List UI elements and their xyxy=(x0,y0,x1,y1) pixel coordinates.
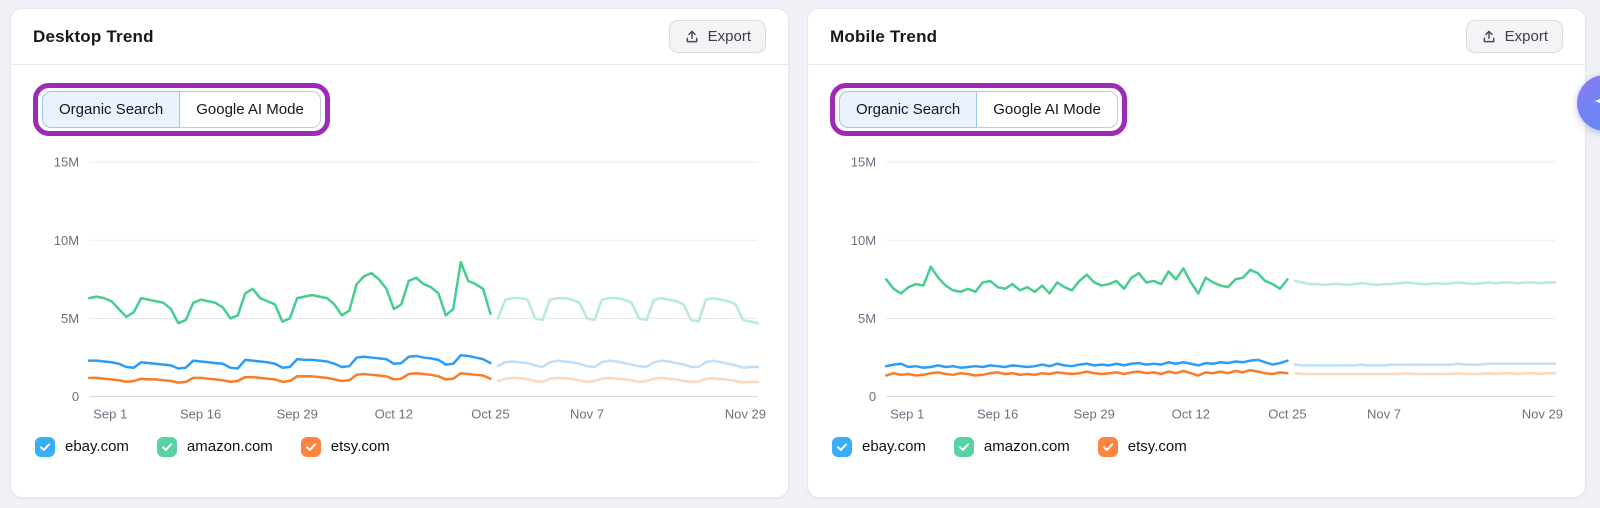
legend-item-etsy.com[interactable]: etsy.com xyxy=(1097,436,1187,457)
x-axis-tick-label: Oct 12 xyxy=(1172,407,1210,422)
mobile-trend-chart: 15M 10M 5M 0 Sep 1 Sep 16 Sep 29 Oct 12 Oct 25 No… xyxy=(851,155,1563,422)
x-axis-tick-label: Sep 29 xyxy=(1074,407,1115,422)
forecast-line-amazon.com xyxy=(496,296,760,325)
export-button[interactable]: Export xyxy=(1465,20,1563,53)
legend-label: amazon.com xyxy=(186,438,273,456)
x-axis-tick-label: Sep 29 xyxy=(277,407,318,422)
y-axis-tick-label: 5M xyxy=(858,311,876,326)
panel-body: Organic Search Google AI Mode 15M 10M 5M 0 S… xyxy=(11,65,788,497)
sparkle-icon xyxy=(1592,88,1600,119)
x-axis-tick-label: Oct 25 xyxy=(471,407,509,422)
tab-google-ai-mode[interactable]: Google AI Mode xyxy=(977,91,1118,128)
trend-line-amazon.com xyxy=(87,260,492,325)
export-label: Export xyxy=(707,28,751,45)
tab-organic-search[interactable]: Organic Search xyxy=(839,91,978,128)
y-axis-tick-label: 15M xyxy=(851,155,876,170)
x-axis-tick-label: Nov 7 xyxy=(570,407,604,422)
desktop-trend-chart: 15M 10M 5M 0 Sep 1 Sep 16 Sep 29 Oct 12 Oct 25 No… xyxy=(54,155,766,422)
trend-line-etsy.com xyxy=(884,368,1289,377)
y-axis-tick-label: 15M xyxy=(54,155,79,170)
trend-source-toggle: Organic Search Google AI Mode xyxy=(42,91,321,128)
y-axis-tick-label: 0 xyxy=(72,389,79,404)
export-icon xyxy=(684,29,700,45)
x-axis-tick-label: Oct 25 xyxy=(1268,407,1306,422)
checkbox-checked-icon[interactable] xyxy=(953,436,974,457)
x-axis-tick-label: Sep 16 xyxy=(180,407,221,422)
checkbox-checked-icon[interactable] xyxy=(832,436,852,457)
y-axis-tick-label: 0 xyxy=(869,389,876,404)
export-button[interactable]: Export xyxy=(668,20,766,53)
x-axis-tick-label: Nov 29 xyxy=(1522,407,1563,422)
annotation-highlight-ring: Organic Search Google AI Mode xyxy=(830,83,1127,136)
legend-label: etsy.com xyxy=(1127,438,1187,456)
legend-label: ebay.com xyxy=(862,438,926,456)
forecast-line-etsy.com xyxy=(1293,371,1557,376)
page-title: Desktop Trend xyxy=(33,26,154,46)
forecast-line-etsy.com xyxy=(496,376,760,384)
x-axis-tick-label: Sep 1 xyxy=(890,407,924,422)
tab-organic-search[interactable]: Organic Search xyxy=(42,91,181,128)
x-axis-tick-label: Sep 1 xyxy=(93,407,127,422)
trend-source-toggle: Organic Search Google AI Mode xyxy=(839,91,1118,128)
forecast-line-amazon.com xyxy=(1293,279,1557,287)
checkbox-checked-icon[interactable] xyxy=(300,436,321,457)
trend-line-etsy.com xyxy=(87,371,492,384)
y-axis-tick-label: 5M xyxy=(61,311,79,326)
page-title: Mobile Trend xyxy=(830,26,938,46)
legend-label: amazon.com xyxy=(983,438,1070,456)
x-axis-tick-label: Oct 12 xyxy=(375,407,413,422)
forecast-line-ebay.com xyxy=(496,359,760,369)
export-icon xyxy=(1481,29,1497,45)
legend-item-amazon.com[interactable]: amazon.com xyxy=(953,436,1070,457)
chart-legend: ebay.com amazon.com etsy.com xyxy=(830,436,1563,457)
legend-item-ebay.com[interactable]: ebay.com xyxy=(35,436,129,457)
chart-legend: ebay.com amazon.com etsy.com xyxy=(33,436,766,457)
desktop-trend-panel: Desktop Trend Export Organic Search Goog… xyxy=(10,8,789,498)
annotation-highlight-ring: Organic Search Google AI Mode xyxy=(33,83,330,136)
x-axis-tick-label: Nov 29 xyxy=(725,407,766,422)
y-axis-tick-label: 10M xyxy=(851,233,876,248)
panel-header: Mobile Trend Export xyxy=(808,9,1585,65)
ai-assistant-button[interactable] xyxy=(1577,75,1600,131)
legend-item-amazon.com[interactable]: amazon.com xyxy=(156,436,273,457)
trend-line-ebay.com xyxy=(87,354,492,370)
legend-item-ebay.com[interactable]: ebay.com xyxy=(832,436,926,457)
trend-line-ebay.com xyxy=(884,358,1289,369)
mobile-trend-panel: Mobile Trend Export Organic Search Googl… xyxy=(807,8,1586,498)
checkbox-checked-icon[interactable] xyxy=(156,436,177,457)
panel-header: Desktop Trend Export xyxy=(11,9,788,65)
checkbox-checked-icon[interactable] xyxy=(1097,436,1118,457)
tab-google-ai-mode[interactable]: Google AI Mode xyxy=(180,91,321,128)
x-axis-tick-label: Sep 16 xyxy=(977,407,1018,422)
panel-body: Organic Search Google AI Mode 15M 10M 5M 0 S… xyxy=(808,65,1585,497)
legend-item-etsy.com[interactable]: etsy.com xyxy=(300,436,390,457)
x-axis-tick-label: Nov 7 xyxy=(1367,407,1401,422)
export-label: Export xyxy=(1504,28,1548,45)
checkbox-checked-icon[interactable] xyxy=(35,436,55,457)
forecast-line-ebay.com xyxy=(1293,362,1557,367)
legend-label: etsy.com xyxy=(330,438,390,456)
legend-label: ebay.com xyxy=(65,438,129,456)
y-axis-tick-label: 10M xyxy=(54,233,79,248)
trend-line-amazon.com xyxy=(884,265,1289,295)
